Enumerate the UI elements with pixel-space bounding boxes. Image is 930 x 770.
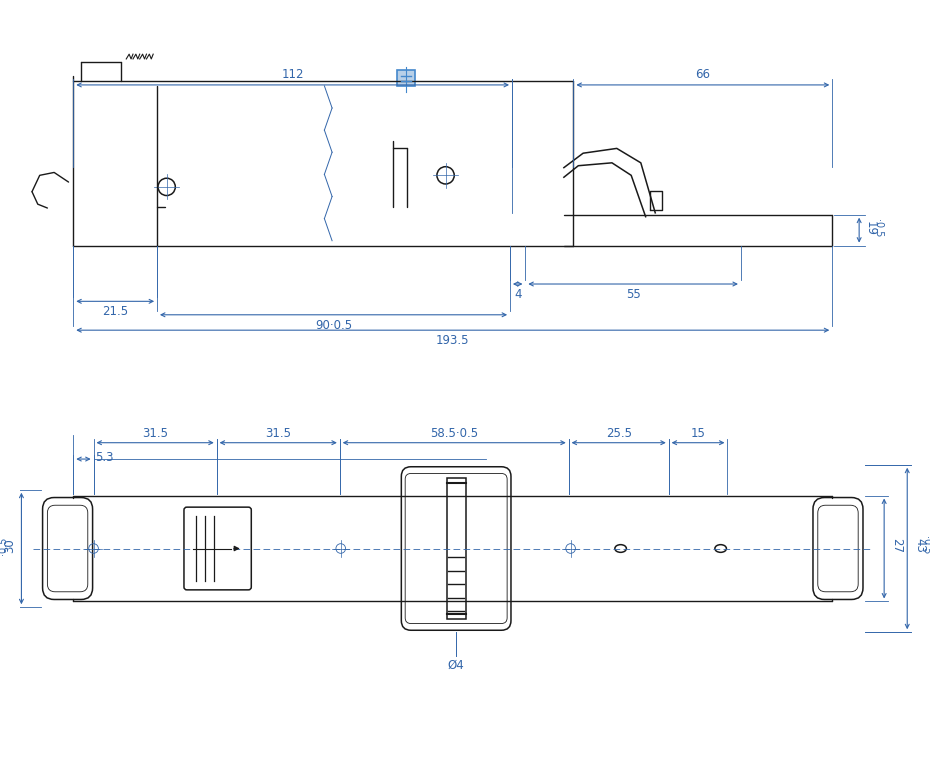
Text: 31.5: 31.5 [265,427,291,440]
Text: 25.5: 25.5 [605,427,631,440]
Text: 90·0.5: 90·0.5 [315,319,352,332]
Text: 55: 55 [626,288,641,301]
Bar [446,478,466,619]
Text: 30: 30 [4,538,17,553]
Text: ·0.5: ·0.5 [872,219,883,237]
Text: Ø4: Ø4 [447,659,464,672]
Text: 21.5: 21.5 [102,305,128,318]
Text: 4: 4 [514,288,522,301]
Text: 112: 112 [282,68,304,81]
Text: 66: 66 [696,68,711,81]
Text: ·0.5: ·0.5 [921,537,930,555]
Text: 58.5·0.5: 58.5·0.5 [431,427,478,440]
Text: 43: 43 [913,538,926,553]
Text: 27: 27 [890,538,903,553]
Text: 31.5: 31.5 [142,427,168,440]
Text: 19: 19 [864,221,877,236]
Text: 193.5: 193.5 [436,334,470,347]
Bar [397,71,415,86]
Text: 5.3: 5.3 [96,450,114,464]
Text: 15: 15 [691,427,706,440]
Text: ·0.5: ·0.5 [0,537,8,555]
